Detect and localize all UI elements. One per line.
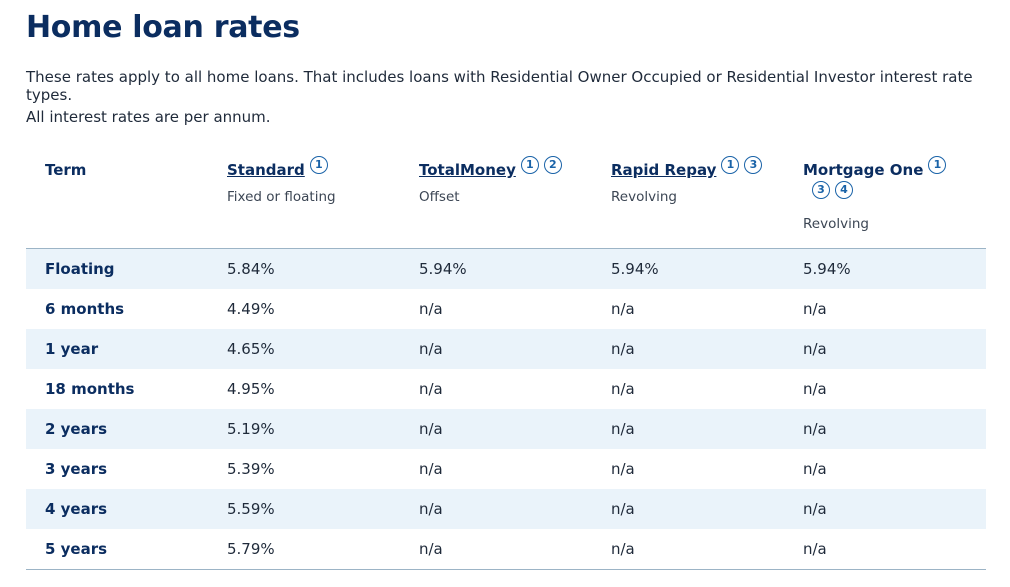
- rapid-repay-link[interactable]: Rapid Repay: [611, 161, 717, 179]
- footnote-1-icon[interactable]: 1: [520, 156, 539, 174]
- table-row: 6 months 4.49% n/a n/a n/a: [26, 289, 986, 329]
- rate-cell-rapid-repay: n/a: [611, 529, 803, 570]
- totalmoney-link[interactable]: TotalMoney: [419, 161, 516, 179]
- table-row: 3 years 5.39% n/a n/a n/a: [26, 449, 986, 489]
- standard-column-header: Standard 1 Fixed or floating: [227, 148, 419, 249]
- rate-cell-totalmoney: n/a: [419, 409, 611, 449]
- rate-cell-totalmoney: n/a: [419, 380, 443, 398]
- table-row: 5 years 5.79% n/a n/a n/a: [26, 529, 986, 570]
- rates-table-header: Term Standard 1 Fixed or floating TotalMo…: [26, 148, 986, 249]
- term-header-label: Term: [45, 161, 87, 179]
- footnote-3-icon[interactable]: 3: [744, 156, 763, 174]
- rate-cell-standard: 4.95%: [227, 380, 275, 398]
- rate-cell-rapid-repay: 5.94%: [611, 248, 803, 289]
- rate-cell-mortgage-one: n/a: [803, 409, 986, 449]
- term-cell: 5 years: [26, 529, 227, 570]
- term-cell: 18 months: [45, 380, 135, 398]
- mortgage-one-subtitle: Revolving: [803, 216, 869, 232]
- rate-cell-totalmoney: 5.94%: [419, 248, 611, 289]
- totalmoney-subtitle: Offset: [419, 189, 460, 205]
- table-row: 2 years 5.19% n/a n/a n/a: [26, 409, 986, 449]
- rate-cell-rapid-repay: n/a: [611, 329, 803, 369]
- term-cell: 3 years: [45, 460, 108, 478]
- table-row: 4 years 5.59% n/a n/a n/a: [26, 489, 986, 529]
- rate-cell-mortgage-one: n/a: [803, 300, 827, 318]
- term-cell: 2 years: [26, 409, 227, 449]
- table-row: 1 year 4.65% n/a n/a n/a: [26, 329, 986, 369]
- page-title: Home loan rates: [26, 10, 300, 45]
- standard-subtitle: Fixed or floating: [227, 189, 336, 205]
- rate-cell-rapid-repay: n/a: [611, 380, 635, 398]
- rapid-repay-column-header: Rapid Repay 1 3 Revolving: [611, 148, 803, 249]
- per-annum-note: All interest rates are per annum.: [26, 108, 271, 126]
- footnote-1-icon[interactable]: 1: [928, 156, 947, 174]
- rapid-repay-subtitle: Revolving: [611, 189, 677, 205]
- mortgage-one-label: Mortgage One: [803, 161, 924, 179]
- term-column-header: Term: [26, 148, 227, 249]
- rates-table-body: Floating 5.84% 5.94% 5.94% 5.94% 6 months 4.49…: [26, 248, 986, 570]
- rate-cell-totalmoney: n/a: [419, 489, 611, 529]
- term-cell: Floating: [26, 248, 227, 289]
- rate-cell-mortgage-one: n/a: [803, 329, 986, 369]
- rate-cell-rapid-repay: n/a: [611, 460, 635, 478]
- term-cell: 1 year: [26, 329, 227, 369]
- rate-cell-standard: 5.59%: [227, 489, 419, 529]
- term-cell: 6 months: [45, 300, 125, 318]
- term-cell: 4 years: [26, 489, 227, 529]
- rate-cell-rapid-repay: n/a: [611, 300, 635, 318]
- rate-cell-mortgage-one: 5.94%: [803, 248, 986, 289]
- rates-table: Term Standard 1 Fixed or floating TotalMo…: [26, 148, 986, 570]
- rate-cell-mortgage-one: n/a: [803, 489, 986, 529]
- footnote-1-icon[interactable]: 1: [309, 156, 328, 174]
- rate-cell-standard: 4.49%: [227, 300, 275, 318]
- rate-cell-totalmoney: n/a: [419, 329, 611, 369]
- totalmoney-column-header: TotalMoney 1 2 Offset: [419, 148, 611, 249]
- rate-cell-totalmoney: n/a: [419, 529, 611, 570]
- table-row: Floating 5.84% 5.94% 5.94% 5.94%: [26, 248, 986, 289]
- page: Home loan rates These rates apply to all…: [0, 0, 1010, 570]
- rate-cell-mortgage-one: n/a: [803, 529, 986, 570]
- rate-cell-totalmoney: n/a: [419, 300, 443, 318]
- rate-cell-standard: 5.84%: [227, 248, 419, 289]
- rate-cell-rapid-repay: n/a: [611, 409, 803, 449]
- rate-cell-standard: 4.65%: [227, 329, 419, 369]
- intro-text: These rates apply to all home loans. Tha…: [26, 68, 973, 104]
- rate-cell-standard: 5.79%: [227, 529, 419, 570]
- footnote-4-icon[interactable]: 4: [835, 181, 853, 199]
- footnote-3-icon[interactable]: 3: [812, 181, 830, 199]
- standard-link[interactable]: Standard: [227, 161, 305, 179]
- rate-cell-standard: 5.19%: [227, 409, 419, 449]
- footnote-2-icon[interactable]: 2: [543, 156, 562, 174]
- rate-cell-standard: 5.39%: [227, 460, 275, 478]
- rate-cell-mortgage-one: n/a: [803, 460, 827, 478]
- rate-cell-rapid-repay: n/a: [611, 489, 803, 529]
- table-row: 18 months 4.95% n/a n/a n/a: [26, 369, 986, 409]
- rate-cell-totalmoney: n/a: [419, 460, 443, 478]
- footnote-1-icon[interactable]: 1: [721, 156, 740, 174]
- rate-cell-mortgage-one: n/a: [803, 380, 827, 398]
